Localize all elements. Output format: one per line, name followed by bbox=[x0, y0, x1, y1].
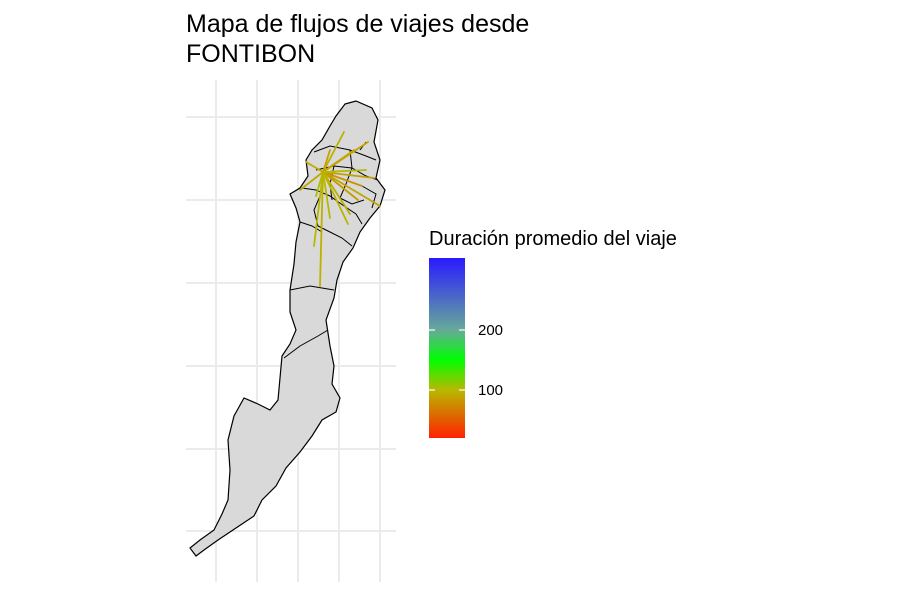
flow-line-n14 bbox=[319, 171, 324, 287]
flow-line-n15 bbox=[322, 159, 341, 173]
flow-line-n9 bbox=[322, 171, 331, 219]
chart-title-line-2: FONTIBON bbox=[186, 40, 315, 68]
region-border-5 bbox=[339, 149, 353, 199]
flow-line-n1 bbox=[322, 131, 345, 173]
flow-line-n5 bbox=[322, 171, 363, 187]
map-regions bbox=[189, 100, 386, 557]
region-border-8 bbox=[313, 195, 353, 247]
region-border-0 bbox=[289, 285, 335, 291]
flow-line-n18 bbox=[322, 149, 331, 173]
legend-tick-label-0: 100 bbox=[478, 382, 503, 399]
flow-line-n10 bbox=[322, 171, 349, 225]
flow-line-n6 bbox=[322, 171, 359, 201]
flow-line-n13 bbox=[313, 171, 324, 247]
flow-line-n17 bbox=[322, 169, 367, 173]
flow-line-n4 bbox=[322, 171, 375, 179]
region-border-9 bbox=[339, 197, 365, 205]
legend: Duración promedio del viaje 100 200 bbox=[429, 228, 677, 438]
legend-ticks: 100 200 bbox=[429, 322, 503, 399]
chart-title-line-1: Mapa de flujos de viajes desde bbox=[186, 10, 529, 38]
flow-line-n7 bbox=[322, 171, 381, 207]
legend-tick-label-1: 200 bbox=[478, 322, 503, 339]
flow-line-n16 bbox=[305, 161, 324, 173]
region-outline bbox=[189, 100, 386, 557]
region-border-7 bbox=[361, 185, 377, 209]
legend-colorbar bbox=[429, 258, 465, 438]
region-border-1 bbox=[283, 329, 329, 359]
region-border-10 bbox=[299, 221, 323, 233]
flow-lines bbox=[299, 131, 381, 287]
flow-line-n11 bbox=[299, 171, 324, 191]
flow-line-n8 bbox=[322, 171, 351, 215]
legend-title: Duración promedio del viaje bbox=[429, 228, 677, 250]
